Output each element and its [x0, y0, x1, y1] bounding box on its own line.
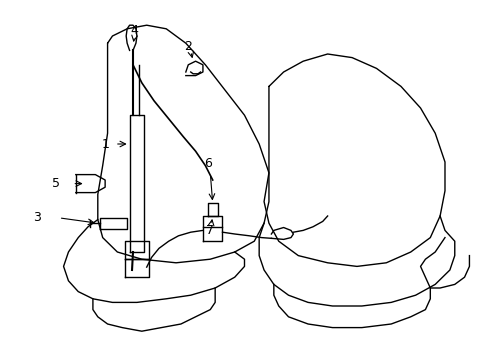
Text: 1: 1	[101, 138, 109, 150]
Text: 3: 3	[33, 211, 41, 224]
Text: 4: 4	[130, 24, 138, 37]
Text: 2: 2	[184, 40, 192, 53]
Text: 6: 6	[203, 157, 211, 170]
Text: 5: 5	[52, 177, 60, 190]
Text: 7: 7	[206, 224, 214, 237]
